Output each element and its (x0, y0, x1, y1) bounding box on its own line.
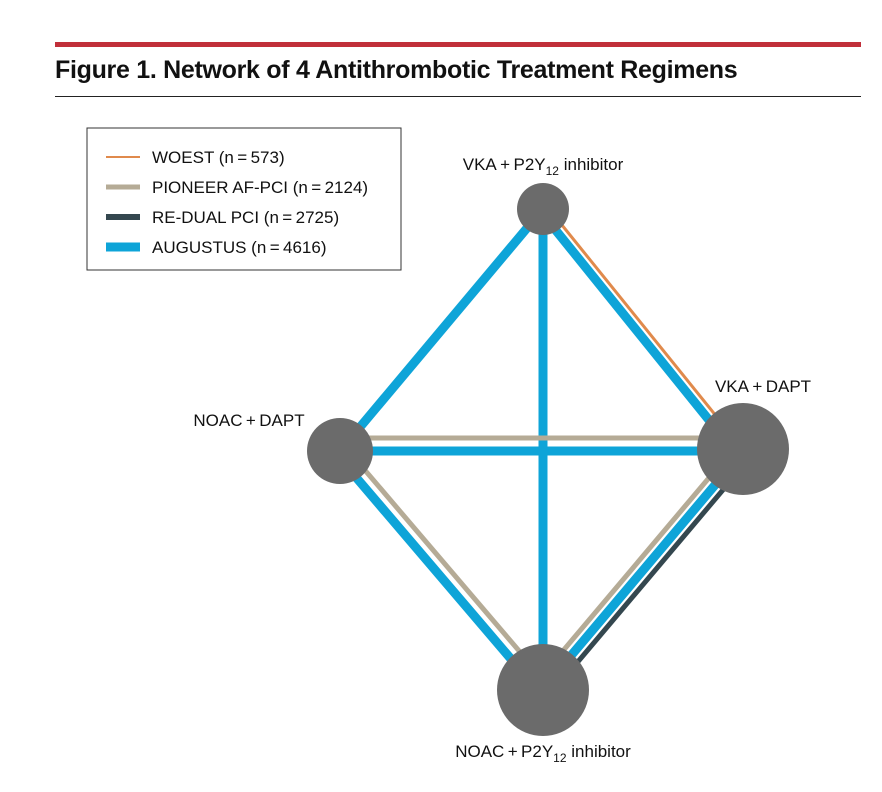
legend-label-augustus: AUGUSTUS (n = 4616) (152, 238, 327, 257)
node-label-vka-p2y12: VKA + P2Y12 inhibitor (463, 155, 624, 178)
edge-line-redual (547, 457, 751, 698)
node-label-vka-dapt: VKA + DAPT (715, 377, 811, 396)
node-noac-p2y12 (497, 644, 589, 736)
legend-label-woest: WOEST (n = 573) (152, 148, 285, 167)
edge-noac-dapt-to-vka-dapt (340, 435, 743, 456)
node-label-noac-p2y12: NOAC + P2Y12 inhibitor (455, 742, 631, 765)
node-vka-dapt (697, 403, 789, 495)
edge-line-woest (547, 208, 748, 454)
title-accent-bar (55, 42, 861, 47)
node-noac-dapt (307, 418, 373, 484)
legend: WOEST (n = 573) PIONEER AF-PCI (n = 2124… (86, 127, 402, 271)
edge-line-augustus (538, 450, 746, 693)
edge-vka-p2y12-to-noac-dapt (336, 206, 547, 454)
node-vka-p2y12 (517, 183, 569, 235)
legend-label-redual: RE-DUAL PCI (n = 2725) (152, 208, 339, 227)
node-label-noac-dapt: NOAC + DAPT (193, 411, 304, 430)
edge-vka-p2y12-to-vka-dapt (537, 208, 748, 459)
edge-line-augustus (333, 452, 544, 696)
legend-label-pioneer: PIONEER AF-PCI (n = 2124) (152, 178, 368, 197)
figure-title: Figure 1. Network of 4 Antithrombotic Tr… (55, 56, 738, 84)
edge-line-pioneer (533, 445, 737, 686)
title-rule (55, 96, 861, 97)
edge-noac-dapt-to-noac-p2y12 (333, 446, 551, 696)
edge-line-augustus (537, 209, 742, 459)
edge-vka-dapt-to-noac-p2y12 (533, 445, 751, 698)
edge-line-pioneer (344, 446, 551, 688)
